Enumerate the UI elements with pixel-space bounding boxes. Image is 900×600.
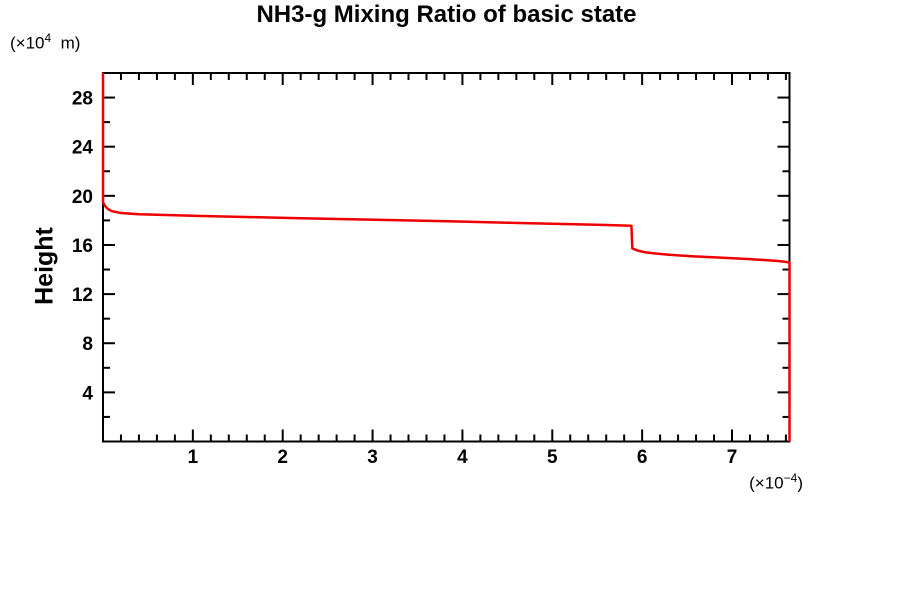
x-tick-label: 7 xyxy=(727,447,738,468)
y-tick-label: 12 xyxy=(72,285,93,306)
y-tick-label: 16 xyxy=(72,236,93,257)
x-tick-label: 2 xyxy=(277,447,288,468)
x-unit-exponent: −4 xyxy=(783,471,798,485)
y-unit-close: m) xyxy=(51,33,81,53)
x-tick-label: 3 xyxy=(367,447,378,468)
x-axis-unit-label: (×10−4) xyxy=(640,471,803,494)
y-tick-label: 24 xyxy=(72,138,94,159)
y-tick-label: 28 xyxy=(72,89,93,110)
x-tick-label: 4 xyxy=(457,447,468,468)
y-tick-label: 4 xyxy=(82,383,93,404)
y-unit-exponent: 4 xyxy=(44,31,52,45)
y-tick-label: 20 xyxy=(72,187,93,208)
plot-frame xyxy=(102,72,791,443)
x-tick-label: 6 xyxy=(637,447,648,468)
y-axis-unit-label: (×104 m) xyxy=(10,31,80,54)
x-tick-label: 1 xyxy=(188,447,199,468)
x-tick-label: 5 xyxy=(547,447,558,468)
data-line-nh3-profile xyxy=(101,73,791,442)
x-unit-close: ) xyxy=(797,473,803,493)
y-tick-label: 8 xyxy=(82,334,93,355)
x-unit-open: (×10 xyxy=(749,473,784,493)
chart-title: NH3-g Mixing Ratio of basic state xyxy=(256,1,637,28)
y-unit-open: (×10 xyxy=(10,33,45,53)
